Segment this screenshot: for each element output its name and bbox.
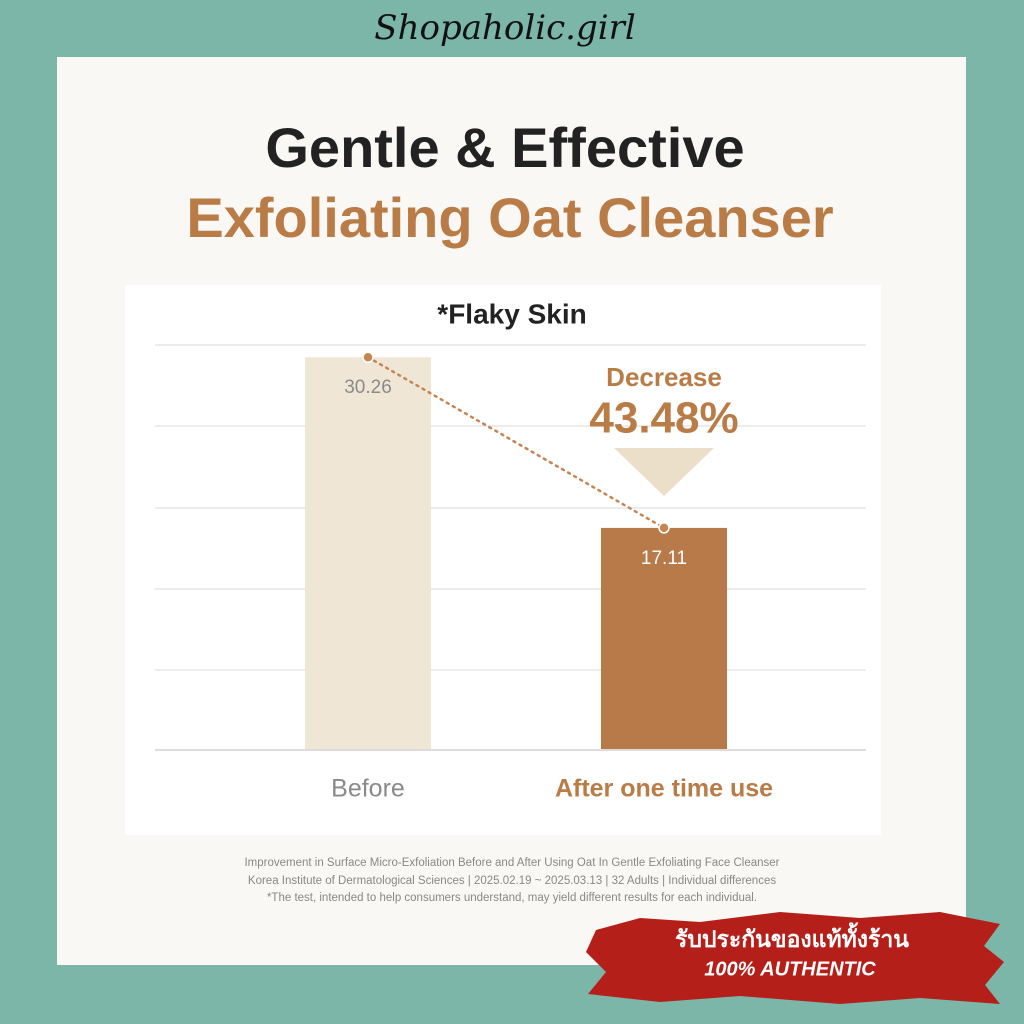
annotation-value: 43.48% xyxy=(589,394,738,443)
point xyxy=(362,351,374,363)
badge xyxy=(586,912,1004,1004)
bar xyxy=(601,527,727,750)
footnote: *The test, intended to help consumers un… xyxy=(267,892,757,904)
value-label: 17.11 xyxy=(641,548,687,569)
grid xyxy=(155,344,866,671)
x-tick-label: Before xyxy=(331,775,405,803)
footnote: Improvement in Surface Micro-Exfoliation… xyxy=(244,857,779,869)
annotation-text: Decrease xyxy=(606,362,722,392)
arrow xyxy=(614,448,714,496)
trend-line xyxy=(366,355,666,530)
footnotes: Improvement in Surface Micro-Exfoliation… xyxy=(244,857,779,904)
subheadline: Exfoliating Oat Cleanser xyxy=(186,186,833,249)
headline: Gentle & Effective xyxy=(265,116,744,179)
footnote: Korea Institute of Dermatological Scienc… xyxy=(248,875,776,887)
chart-title: *Flaky Skin xyxy=(437,298,586,329)
x-tick-label: After one time use xyxy=(555,775,773,803)
chart-panel xyxy=(125,285,881,835)
bar xyxy=(305,357,431,750)
point xyxy=(658,522,670,534)
value-label: 30.26 xyxy=(344,377,392,398)
watermark: Shopaholic.girl xyxy=(374,8,635,48)
plot: 30.26 Before 17.11 After one time use xyxy=(305,351,773,803)
badge-line1: รับประกันของแท้ทั้งร้าน xyxy=(675,922,909,952)
badge-line2: 100% AUTHENTIC xyxy=(704,958,876,980)
